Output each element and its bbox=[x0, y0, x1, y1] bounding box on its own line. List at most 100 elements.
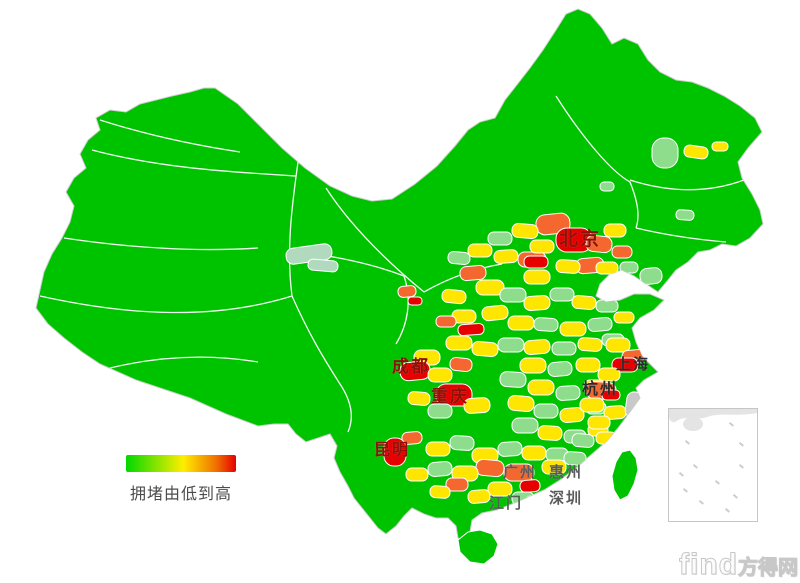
region-patch-m bbox=[511, 222, 539, 240]
sea-inset-graphic bbox=[669, 409, 757, 513]
sea-inset-mainland-coast bbox=[669, 409, 757, 423]
region-patch-m bbox=[429, 485, 451, 499]
region-patch-m bbox=[683, 144, 709, 160]
region-patch-ml bbox=[587, 316, 613, 333]
region-patch-m bbox=[467, 243, 493, 258]
region-patch-m bbox=[481, 304, 509, 322]
region-patch-ml bbox=[549, 287, 575, 302]
region-patch-m bbox=[475, 279, 505, 296]
sea-inset-islands bbox=[678, 421, 744, 513]
region-patch-sg bbox=[307, 258, 339, 273]
city-label-huizhou: 惠州 bbox=[549, 464, 584, 481]
region-patch-m bbox=[579, 397, 605, 413]
region-patch-ml bbox=[447, 251, 471, 265]
region-patch-m bbox=[555, 259, 581, 274]
region-patch-m bbox=[507, 315, 535, 331]
region-patch-m bbox=[571, 294, 597, 311]
region-patch-h bbox=[503, 463, 535, 482]
sea-inset-mainland-blob bbox=[683, 417, 703, 431]
region-patch-ml bbox=[511, 417, 539, 434]
region-patch-m bbox=[603, 223, 627, 238]
region-patch-m bbox=[519, 357, 547, 374]
region-patch-m bbox=[487, 481, 513, 497]
region-patch-m bbox=[605, 337, 631, 353]
region-patch-ml bbox=[619, 261, 639, 274]
region-patch-h bbox=[401, 431, 423, 445]
region-patch-m bbox=[559, 321, 587, 337]
region-patch-hh bbox=[383, 437, 407, 467]
city-label-guangzhou: 广州 bbox=[503, 464, 538, 481]
region-patch-m bbox=[537, 425, 563, 441]
legend: 拥堵由低到高 bbox=[126, 455, 236, 504]
region-patch-hh bbox=[601, 389, 621, 401]
region-patch-h bbox=[475, 458, 505, 478]
region-patch-h bbox=[445, 477, 469, 492]
region-patch-m bbox=[523, 338, 551, 356]
region-patch-m bbox=[427, 367, 453, 383]
region-patch-hh bbox=[519, 479, 541, 493]
region-patch-m bbox=[507, 394, 535, 413]
city-label-shenzhen: 深圳 bbox=[549, 490, 584, 507]
region-patch-m bbox=[493, 249, 519, 264]
region-patch-m bbox=[521, 445, 547, 461]
region-patch-ml bbox=[639, 267, 663, 285]
region-patch-ml bbox=[571, 433, 595, 448]
region-patch-ml bbox=[499, 287, 527, 303]
region-patch-hh bbox=[457, 322, 485, 337]
region-patch-ml bbox=[547, 361, 573, 377]
region-patch-m bbox=[613, 311, 635, 324]
region-patch-m bbox=[587, 415, 611, 430]
region-patch-m bbox=[441, 288, 467, 305]
region-patch-m bbox=[575, 357, 601, 373]
region-patch-ml bbox=[651, 137, 679, 169]
region-patch-m bbox=[541, 459, 567, 475]
region-patch-m bbox=[529, 239, 555, 254]
region-patch-ml bbox=[449, 435, 475, 451]
legend-label: 拥堵由低到高 bbox=[129, 486, 232, 503]
city-label-jiangmen: 江门 bbox=[489, 495, 524, 512]
region-patch-h bbox=[435, 315, 457, 328]
region-patch-h bbox=[585, 234, 613, 254]
city-label-shanghai: 上海 bbox=[616, 356, 651, 373]
region-patch-ml bbox=[555, 385, 581, 401]
watermark-cn: 方得网 bbox=[738, 557, 799, 580]
region-patch-ml bbox=[563, 451, 587, 466]
city-label-chengdu: 成都 bbox=[392, 357, 430, 376]
region-patch-ml bbox=[427, 461, 453, 477]
region-patch-ml bbox=[533, 403, 559, 419]
region-patch-m bbox=[471, 340, 499, 358]
region-patch-ml bbox=[675, 209, 695, 221]
region-patch-h bbox=[397, 285, 417, 298]
region-patch-m bbox=[329, 111, 357, 127]
region-patch-ml bbox=[487, 231, 513, 246]
region-patch-ml bbox=[599, 181, 615, 192]
region-patch-m bbox=[577, 337, 603, 352]
region-patch-hh bbox=[525, 495, 545, 507]
city-label-beijing: 北京 bbox=[559, 229, 602, 250]
region-patch-m bbox=[463, 397, 491, 414]
region-patch-m bbox=[425, 441, 451, 457]
region-patch-h bbox=[611, 245, 633, 259]
region-patch-ml bbox=[497, 441, 523, 457]
region-patch-ml bbox=[551, 341, 577, 356]
city-label-chongqing: 重庆 bbox=[431, 387, 469, 406]
city-label-hangzhou: 杭州 bbox=[582, 381, 619, 398]
region-patch-m bbox=[467, 489, 491, 504]
region-patch-ml bbox=[499, 371, 527, 388]
region-patch-m bbox=[407, 391, 431, 406]
region-patch-m bbox=[523, 269, 551, 285]
hainan-island bbox=[457, 529, 499, 565]
region-patch-m bbox=[597, 367, 621, 382]
region-patch-m bbox=[445, 335, 473, 351]
region-patch-hh bbox=[435, 383, 473, 407]
region-patch-hh bbox=[611, 357, 639, 373]
region-patch-m bbox=[595, 261, 619, 275]
region-patch-m bbox=[711, 141, 729, 152]
region-patch-h bbox=[459, 264, 487, 282]
region-patch-hh bbox=[407, 296, 423, 306]
province-borders bbox=[39, 95, 745, 433]
region-patch-m bbox=[523, 295, 551, 311]
region-patch-h bbox=[449, 356, 473, 373]
